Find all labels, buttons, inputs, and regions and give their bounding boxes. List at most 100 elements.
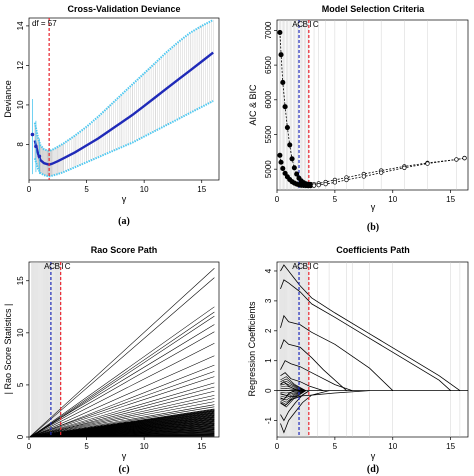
plot-frame: [28, 261, 220, 438]
chart-title: Cross-Validation Deviance: [67, 4, 180, 14]
score-path: [31, 355, 215, 437]
y-axis-label: Deviance: [3, 80, 13, 118]
score-path: [31, 311, 215, 437]
x-tick-label: 5: [84, 442, 89, 451]
chart-title: Rao Score Path: [91, 245, 158, 255]
y-tick-label: 12: [16, 60, 25, 69]
y-tick-label: 14: [16, 21, 25, 30]
chart-title: Model Selection Criteria: [322, 4, 426, 14]
plot-area: 0 5 10 15 8 10 12 14: [16, 18, 214, 194]
coefficient-path: [280, 390, 306, 398]
criterion-marker: C: [297, 262, 303, 271]
y-tick-label: 5000: [264, 160, 273, 178]
criterion-point: [284, 125, 290, 131]
x-tick-label: 10: [140, 185, 149, 194]
y-tick-label: 10: [16, 328, 25, 337]
coefficient-path: [280, 390, 306, 396]
x-tick-label: 10: [140, 442, 149, 451]
mean-deviance-line: [33, 51, 214, 166]
x-tick-label: 5: [333, 195, 338, 204]
criterion-point: [294, 171, 300, 177]
plot-frame: [276, 261, 469, 438]
score-path: [31, 386, 215, 437]
criterion-point: [344, 177, 349, 183]
x-tick-label: 0: [27, 442, 32, 451]
criterion-point: [280, 79, 286, 85]
coefficient-path: [280, 390, 330, 434]
y-tick-label: 8: [16, 142, 25, 147]
x-tick-label: 0: [27, 185, 32, 194]
y-tick-label: 7000: [264, 21, 273, 39]
x-tick-label: 0: [275, 195, 280, 204]
criterion-marker: C: [65, 262, 71, 271]
y-tick-label: 10: [16, 100, 25, 109]
y-tick-label: 0: [16, 434, 25, 439]
y-axis-label: | Rao Score Statistics |: [3, 304, 13, 395]
coefficient-path: [280, 390, 310, 422]
criterion-point: [278, 159, 284, 165]
x-tick-label: 5: [333, 442, 338, 451]
coefficient-path: [280, 380, 307, 391]
criterion-marker: I: [309, 262, 311, 271]
panel-cross-validation-deviance: Cross-Validation Deviance 0 5 10 158101214 …: [3, 4, 220, 227]
criterion-point: [291, 165, 297, 171]
criterion-marker: B: [55, 262, 60, 271]
criterion-point: [311, 183, 317, 188]
y-tick-label: 15: [16, 276, 25, 285]
criterion-point: [462, 155, 467, 161]
criterion-point: [277, 152, 283, 158]
coefficient-path: [280, 390, 307, 408]
criterion-marker: A: [292, 20, 298, 29]
x-tick-label: 15: [446, 442, 455, 451]
criterion-marker: C: [297, 20, 303, 29]
criterion-marker: I: [309, 20, 311, 29]
coefficient-path: [280, 390, 306, 394]
score-path: [31, 401, 215, 437]
y-tick-label: 6000: [264, 90, 273, 108]
coefficient-path: [280, 279, 451, 391]
criterion-point: [278, 52, 284, 58]
x-tick-label: 0: [275, 442, 280, 451]
y-tick-label: 5500: [264, 125, 273, 143]
coefficient-path: [280, 383, 306, 391]
criterion-point: [361, 174, 366, 179]
coefficient-path: [280, 264, 461, 391]
coefficient-path: [280, 390, 307, 401]
coefficient-path: [280, 385, 306, 391]
coefficient-path: [280, 378, 307, 391]
coefficient-path: [280, 390, 307, 403]
criterion-point: [323, 181, 328, 187]
criterion-point: [282, 170, 288, 176]
coefficient-path: [280, 376, 307, 391]
panel-caption: (d): [367, 464, 379, 475]
criterion-marker: I: [61, 262, 63, 271]
upper-bound-line: [33, 19, 214, 152]
score-path: [31, 343, 215, 437]
score-path: [31, 404, 215, 437]
y-tick-label: 5: [16, 382, 25, 387]
criterion-line: [279, 155, 465, 187]
plot-frame: [276, 19, 469, 191]
criterion-point: [379, 170, 384, 175]
score-path: [30, 408, 215, 437]
coefficient-path: [280, 339, 347, 391]
y-tick-label: 6500: [264, 56, 273, 74]
x-axis-label: γ: [371, 451, 376, 461]
score-path: [31, 382, 215, 437]
criterion-marker: B: [303, 262, 308, 271]
criterion-point: [282, 104, 288, 110]
criterion-point: [289, 156, 295, 162]
criterion-marker: B: [303, 20, 308, 29]
criterion-point: [402, 165, 407, 170]
x-tick-label: 5: [84, 185, 89, 194]
panel-caption: (c): [118, 464, 129, 475]
score-path: [30, 277, 215, 437]
coefficient-path: [280, 390, 307, 405]
df-annotation: df = 57: [32, 19, 57, 28]
error-bar-point: [34, 144, 38, 149]
criterion-point: [425, 161, 430, 166]
